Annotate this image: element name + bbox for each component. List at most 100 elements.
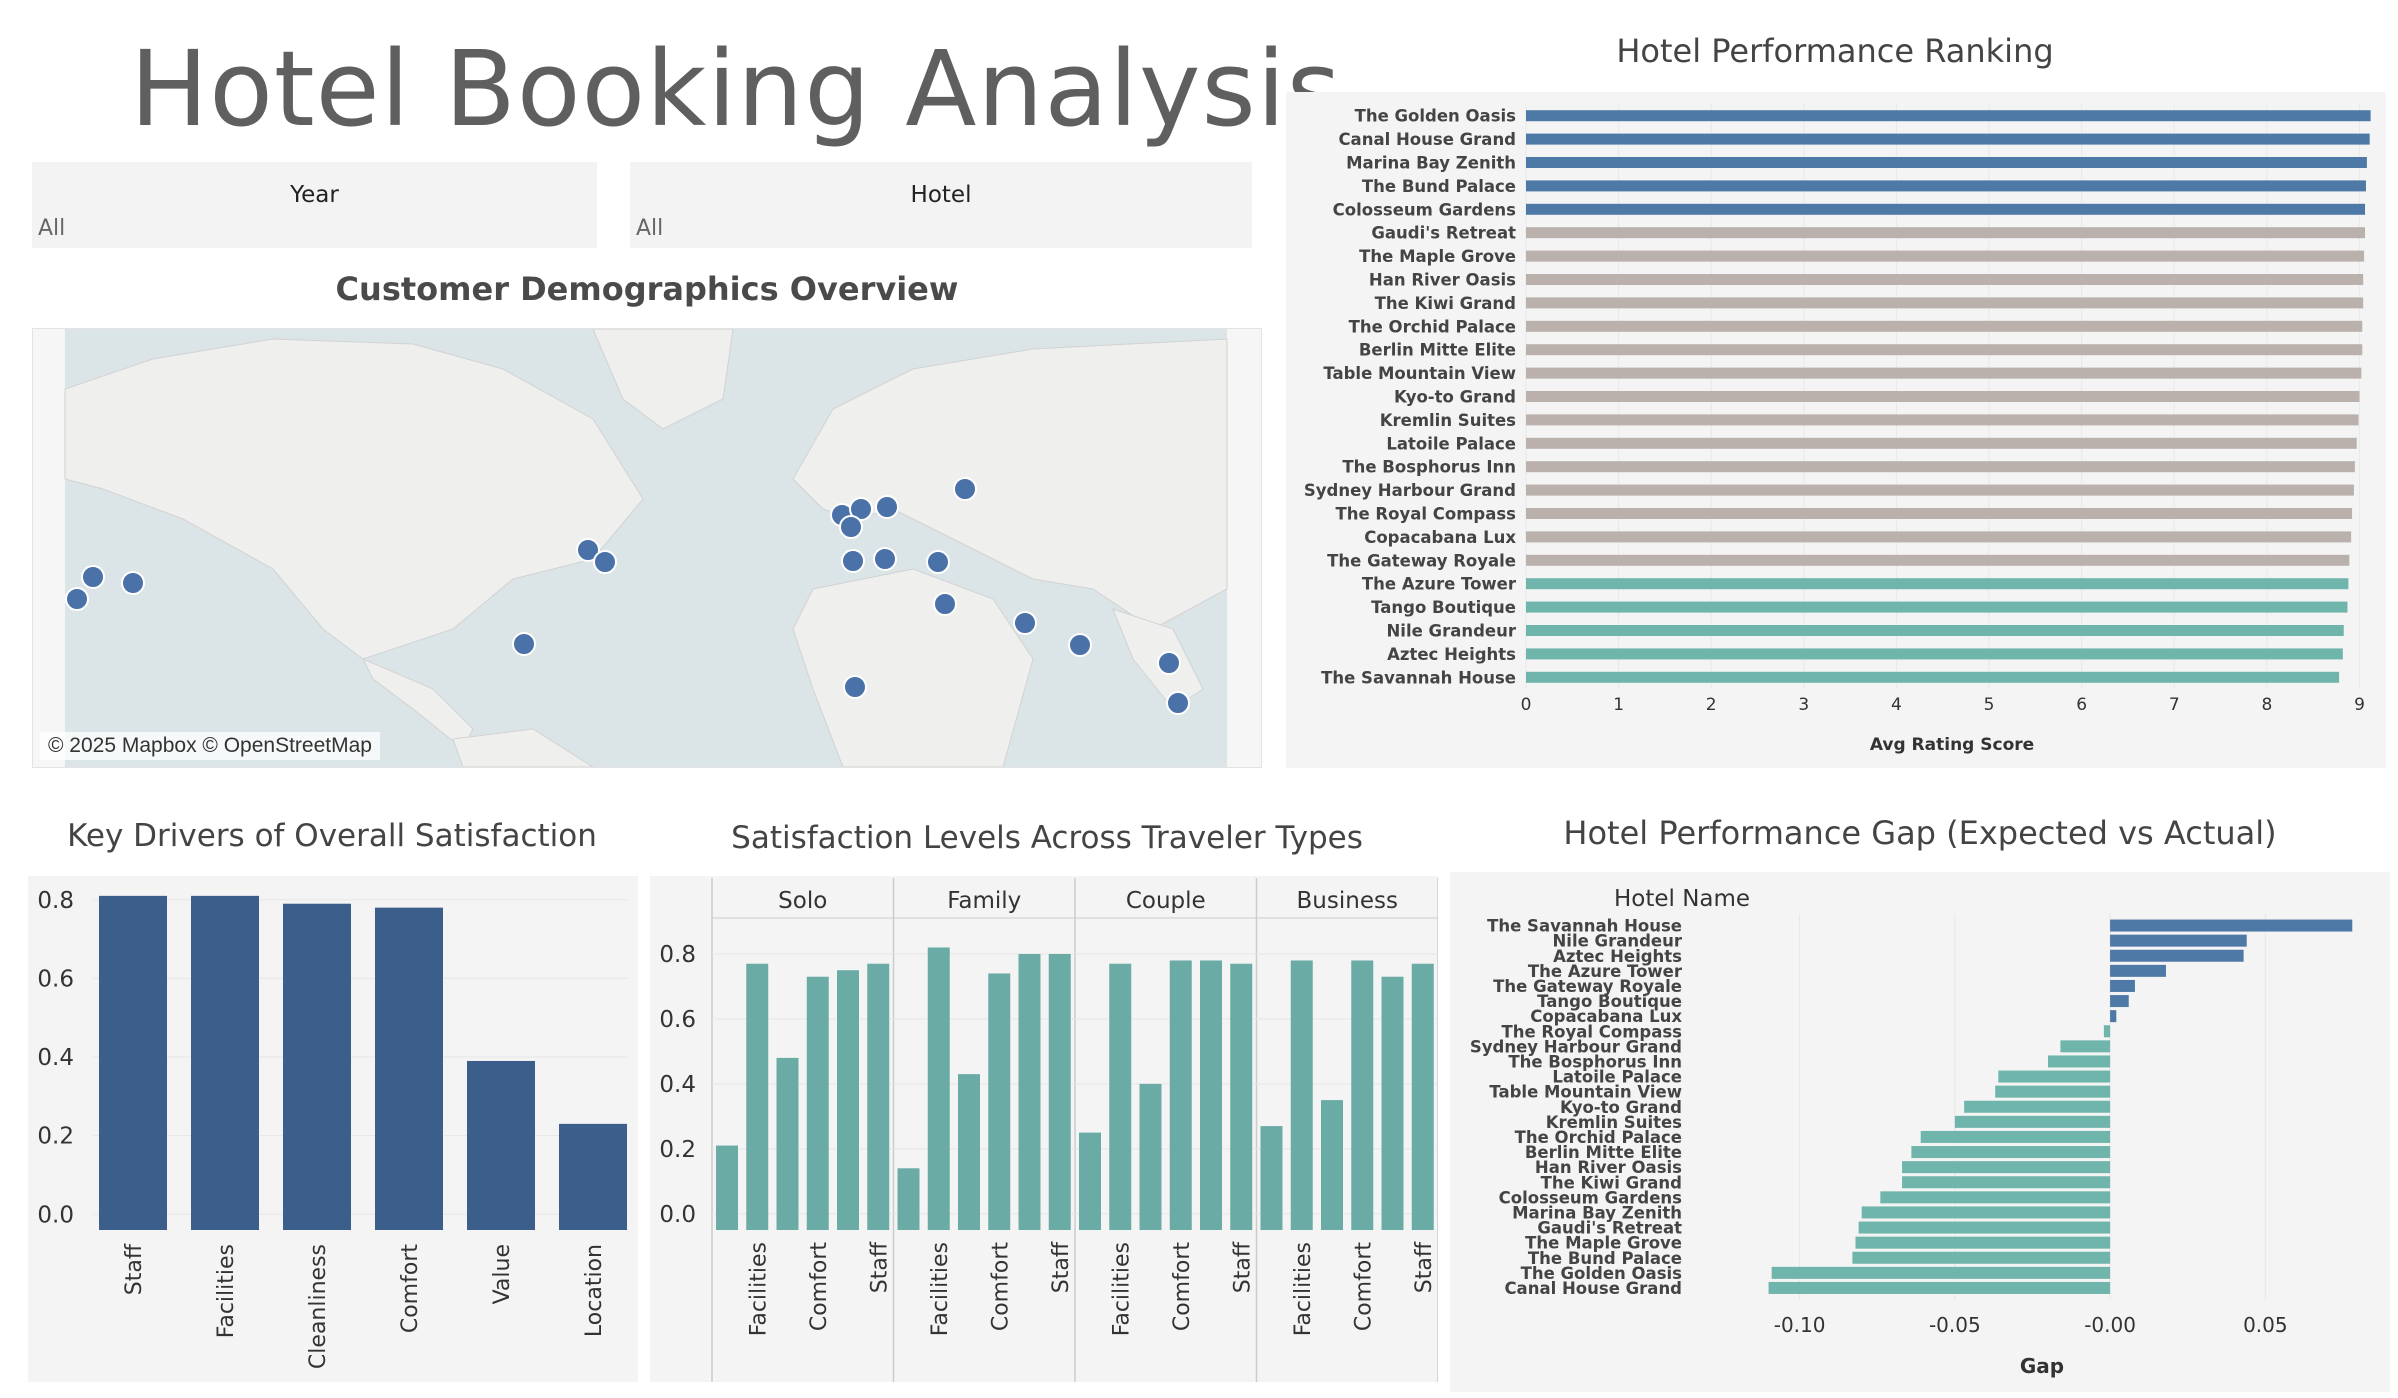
gap-bar[interactable]: [1902, 1176, 2111, 1189]
traveler-bar[interactable]: [1109, 963, 1132, 1230]
gap-bar[interactable]: [1998, 1070, 2111, 1083]
ranking-bar[interactable]: [1526, 250, 2365, 262]
ranking-bar[interactable]: [1526, 554, 2350, 566]
traveler-bar[interactable]: [776, 1057, 799, 1230]
drivers-bar[interactable]: [283, 903, 351, 1230]
drivers-bar[interactable]: [191, 895, 259, 1230]
traveler-bar[interactable]: [897, 1168, 920, 1230]
ranking-xlabel: Avg Rating Score: [1870, 735, 2034, 755]
gap-label: The Royal Compass: [1502, 1022, 1683, 1041]
traveler-bar[interactable]: [716, 1145, 738, 1230]
ranking-bar[interactable]: [1526, 414, 2359, 426]
gap-bar[interactable]: [2048, 1055, 2111, 1068]
ranking-bar[interactable]: [1526, 484, 2354, 496]
ranking-bar[interactable]: [1526, 648, 2343, 660]
ranking-bar[interactable]: [1526, 297, 2364, 309]
traveler-bar[interactable]: [867, 963, 890, 1230]
traveler-bar[interactable]: [1230, 963, 1253, 1230]
traveler-bar[interactable]: [1260, 1126, 1283, 1230]
traveler-bar[interactable]: [988, 973, 1011, 1230]
gap-bar[interactable]: [1954, 1115, 2111, 1128]
ranking-bar[interactable]: [1526, 437, 2357, 449]
gap-bar[interactable]: [1768, 1281, 2111, 1294]
gap-bar[interactable]: [2060, 1040, 2111, 1053]
traveler-bar[interactable]: [1411, 963, 1434, 1230]
gap-bar[interactable]: [1855, 1236, 2111, 1249]
ranking-bar[interactable]: [1526, 601, 2348, 613]
gap-bar[interactable]: [1852, 1251, 2111, 1264]
drivers-bar[interactable]: [559, 1123, 627, 1230]
traveler-bar[interactable]: [1351, 960, 1374, 1230]
ranking-label: The Azure Tower: [1362, 575, 1517, 594]
gap-bar[interactable]: [1858, 1221, 2111, 1234]
traveler-bar[interactable]: [1290, 960, 1313, 1230]
gap-bar[interactable]: [1880, 1191, 2111, 1204]
gap-bar[interactable]: [2110, 919, 2353, 932]
ranking-bar[interactable]: [1526, 203, 2366, 215]
ranking-bar[interactable]: [1526, 274, 2364, 285]
traveler-bar[interactable]: [1048, 953, 1071, 1230]
hotel-filter[interactable]: Hotel All: [630, 162, 1252, 248]
ranking-bar[interactable]: [1526, 110, 2371, 122]
gap-bar[interactable]: [2103, 1025, 2111, 1038]
gap-bar[interactable]: [2110, 934, 2247, 947]
traveler-bar[interactable]: [1079, 1132, 1101, 1230]
land-greenland: [592, 328, 734, 430]
ranking-bar[interactable]: [1526, 391, 2360, 402]
gap-bar[interactable]: [1861, 1206, 2111, 1219]
drivers-bar[interactable]: [467, 1060, 535, 1230]
ranking-bar[interactable]: [1526, 461, 2355, 473]
gap-bar[interactable]: [2110, 1010, 2117, 1023]
gap-title: Hotel Performance Gap (Expected vs Actua…: [1563, 814, 2277, 852]
traveler-facet-label: Solo: [778, 888, 827, 914]
ranking-xtick: 8: [2261, 695, 2272, 715]
year-filter-value[interactable]: All: [38, 216, 66, 241]
gap-bar[interactable]: [1902, 1161, 2111, 1174]
gap-bar[interactable]: [2110, 964, 2166, 977]
traveler-xtick: Facilities: [746, 1242, 771, 1336]
ranking-bar[interactable]: [1526, 133, 2370, 145]
ranking-bar[interactable]: [1526, 320, 2363, 332]
ranking-bar[interactable]: [1526, 625, 2344, 636]
year-filter[interactable]: Year All: [32, 162, 597, 248]
traveler-bar[interactable]: [1139, 1083, 1162, 1230]
traveler-bar[interactable]: [1381, 976, 1404, 1230]
traveler-xtick: Comfort: [1351, 1242, 1376, 1332]
ranking-bar[interactable]: [1526, 157, 2367, 168]
gap-bar[interactable]: [2110, 995, 2129, 1008]
ranking-bar[interactable]: [1526, 578, 2349, 590]
drivers-bar[interactable]: [99, 895, 167, 1230]
ranking-bar[interactable]: [1526, 227, 2366, 239]
ranking-label: Latoile Palace: [1386, 434, 1516, 453]
gap-bar[interactable]: [2110, 949, 2244, 962]
gap-bar[interactable]: [1911, 1146, 2111, 1159]
ranking-bar[interactable]: [1526, 367, 2362, 379]
gap-bar[interactable]: [1995, 1085, 2111, 1098]
ranking-bar[interactable]: [1526, 531, 2352, 543]
hotel-filter-value[interactable]: All: [636, 216, 664, 241]
drivers-xtick: Facilities: [214, 1244, 239, 1338]
gap-bar[interactable]: [2110, 979, 2135, 992]
traveler-bar[interactable]: [837, 970, 859, 1230]
traveler-bar[interactable]: [1169, 960, 1192, 1230]
gap-bar[interactable]: [1771, 1266, 2111, 1279]
traveler-bar[interactable]: [958, 1074, 980, 1230]
traveler-bar[interactable]: [927, 947, 950, 1230]
map-dot: [512, 632, 536, 656]
gap-bar[interactable]: [1964, 1100, 2111, 1113]
ranking-label: Kyo-to Grand: [1394, 388, 1516, 407]
drivers-xtick: Value: [490, 1244, 515, 1304]
traveler-bar[interactable]: [1321, 1100, 1343, 1230]
ranking-bar[interactable]: [1526, 344, 2363, 356]
ranking-bar[interactable]: [1526, 671, 2340, 683]
traveler-bar[interactable]: [806, 976, 829, 1230]
ranking-bar[interactable]: [1526, 180, 2366, 192]
traveler-bar[interactable]: [1200, 960, 1222, 1230]
traveler-bar[interactable]: [746, 963, 769, 1230]
ranking-bar[interactable]: [1526, 508, 2353, 519]
traveler-bar[interactable]: [1018, 953, 1041, 1230]
map-panel[interactable]: [32, 328, 1262, 768]
world-map[interactable]: [33, 328, 1261, 768]
gap-bar[interactable]: [1920, 1130, 2111, 1143]
drivers-bar[interactable]: [375, 907, 443, 1230]
